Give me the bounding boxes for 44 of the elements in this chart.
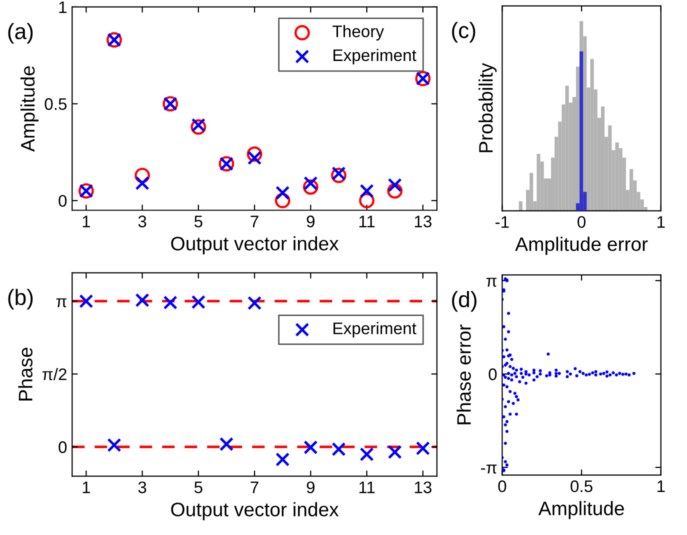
x-tick-label: 9 — [306, 216, 314, 228]
text: (b) — [8, 288, 33, 310]
x-tick-label: 5 — [194, 482, 202, 494]
x-tick-label: 7 — [250, 216, 258, 228]
x-tick-label: 3 — [138, 481, 146, 494]
y-tick-label: 0.5 — [44, 98, 67, 110]
x-tick-label: -1 — [496, 216, 509, 228]
y-axis-title: Probability — [478, 62, 497, 152]
x-tick-label: 5 — [194, 216, 202, 228]
x-tick-label: 11 — [359, 216, 375, 228]
text: (c) — [452, 22, 476, 43]
y-tick-label: 1 — [59, 2, 66, 13]
legend-label: Experiment — [334, 322, 416, 338]
x-tick-label: 9 — [306, 481, 314, 494]
y-tick-label: 0 — [488, 368, 497, 380]
x-tick-label: 13 — [414, 216, 432, 228]
x-tick-label: 7 — [250, 482, 258, 494]
text: (a) — [8, 22, 33, 44]
x-axis-title: Amplitude error — [515, 236, 648, 255]
x-tick-label: 1 — [658, 480, 665, 492]
x-tick-label: 11 — [359, 482, 375, 494]
x-axis-title: Output vector index — [171, 236, 339, 254]
y-tick-label: π — [56, 298, 67, 308]
x-axis-title: Output vector index — [171, 502, 339, 520]
x-tick-label: 13 — [414, 481, 432, 494]
y-axis-title: Phase — [18, 348, 32, 400]
y-tick-label: -π — [481, 464, 497, 474]
x-tick-label: 1 — [658, 216, 665, 228]
y-tick-label: 0 — [58, 194, 67, 207]
text: (d) — [452, 290, 476, 312]
y-tick-label: 0 — [58, 441, 67, 454]
x-tick-label: 0 — [498, 480, 506, 492]
legend-label: Theory — [332, 25, 384, 41]
x-tick-label: 1 — [82, 482, 90, 494]
y-tick-label: π — [486, 278, 497, 287]
x-tick-label: 1 — [82, 216, 90, 228]
y-axis-title: Phase error — [456, 324, 471, 424]
x-tick-label: 0.5 — [570, 480, 592, 492]
legend-label: Experiment — [334, 48, 416, 64]
y-axis-title: Amplitude — [20, 66, 39, 152]
x-tick-label: 0 — [578, 216, 586, 228]
x-tick-label: 3 — [138, 216, 146, 228]
x-axis-title: Amplitude — [538, 501, 624, 520]
y-tick-label: π/2 — [42, 368, 66, 380]
